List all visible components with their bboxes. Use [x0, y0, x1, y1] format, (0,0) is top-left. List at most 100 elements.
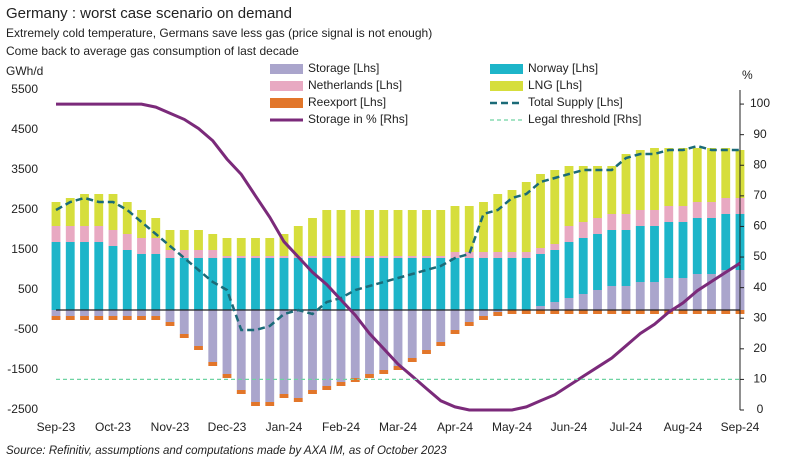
y-tick-label: -1500	[7, 362, 38, 376]
source-note: Source: Refinitiv, assumptions and compu…	[6, 445, 447, 457]
bar	[251, 256, 260, 258]
legend-swatch	[490, 81, 523, 91]
bar	[664, 148, 674, 206]
y2-tick-label: 30	[753, 310, 767, 324]
bar	[507, 258, 517, 310]
bar	[194, 346, 203, 350]
bar	[336, 310, 346, 382]
bar	[80, 226, 89, 242]
bar	[450, 330, 460, 334]
bar	[379, 210, 389, 256]
bar	[208, 258, 218, 310]
legend-swatch	[270, 81, 303, 91]
bar	[593, 310, 602, 314]
y2-tick-label: 60	[753, 219, 767, 233]
bar	[165, 230, 175, 250]
y-tick-label: 1500	[11, 242, 38, 256]
bar	[607, 214, 617, 230]
bar	[279, 258, 289, 310]
bar	[165, 258, 175, 310]
bar	[436, 258, 446, 310]
bar	[578, 222, 588, 238]
bar	[422, 350, 431, 354]
y2-tick-label: 0	[757, 402, 764, 416]
bar	[279, 394, 289, 398]
bar	[550, 170, 560, 244]
bar	[536, 254, 545, 306]
bar	[479, 252, 488, 258]
bar	[165, 322, 175, 326]
legend-label: Total Supply [Lhs]	[528, 95, 623, 109]
bar	[137, 210, 146, 238]
bar	[707, 148, 716, 202]
bar	[365, 310, 374, 374]
bar	[593, 218, 602, 234]
bar	[493, 252, 503, 258]
bar	[507, 190, 517, 252]
bar	[507, 310, 517, 314]
bar	[65, 316, 75, 320]
bar	[607, 166, 617, 214]
bar	[336, 258, 346, 310]
y-tick-label: 4500	[11, 122, 38, 136]
legend-swatch	[270, 98, 303, 108]
bar	[51, 202, 61, 226]
bar	[450, 310, 460, 330]
bar	[279, 256, 289, 258]
bar	[493, 312, 503, 316]
bar	[51, 310, 61, 316]
x-tick-label: Nov-23	[151, 420, 190, 434]
bar	[293, 258, 303, 310]
bar	[721, 148, 731, 198]
bar	[464, 206, 474, 252]
y2-tick-label: 20	[753, 341, 767, 355]
bar	[179, 334, 189, 338]
bar	[536, 174, 545, 248]
bar	[80, 194, 89, 226]
bar	[194, 250, 203, 258]
bar	[179, 310, 189, 334]
bar	[479, 258, 488, 310]
chart-title: Germany : worst case scenario on demand	[6, 5, 292, 22]
bar	[707, 310, 716, 314]
bar	[151, 310, 161, 316]
bar	[265, 256, 275, 258]
bar	[536, 310, 545, 314]
bar	[322, 256, 332, 258]
x-tick-label: Apr-24	[437, 420, 473, 434]
y-tick-label: -500	[14, 322, 38, 336]
legend-label: Storage in % [Rhs]	[308, 112, 408, 126]
bar	[350, 256, 360, 258]
bar	[65, 242, 75, 310]
legend-label: Norway [Lhs]	[528, 61, 598, 75]
bar	[322, 310, 332, 386]
legend-label: Storage [Lhs]	[308, 61, 379, 75]
bar	[464, 252, 474, 258]
bar	[721, 310, 731, 314]
bar	[137, 316, 146, 320]
bar	[308, 256, 317, 258]
y2-tick-label: 70	[753, 188, 767, 202]
bar	[222, 238, 232, 256]
bar	[578, 310, 588, 314]
bar	[236, 258, 246, 310]
bar	[422, 256, 431, 258]
chart-subtitle: Extremely cold temperature, Germans save…	[6, 26, 432, 40]
bar	[521, 310, 531, 314]
legend-label: Legal threshold [Rhs]	[528, 112, 641, 126]
bar	[251, 402, 260, 406]
bar	[678, 148, 688, 206]
bar	[621, 286, 631, 310]
bar	[379, 310, 389, 370]
bar	[493, 258, 503, 310]
bar	[251, 238, 260, 256]
bar	[550, 250, 560, 302]
bar	[293, 226, 303, 256]
bar	[236, 238, 246, 256]
legend-swatch	[270, 64, 303, 74]
bar	[293, 398, 303, 402]
bar	[450, 206, 460, 252]
bar	[236, 310, 246, 390]
bar	[550, 302, 560, 310]
